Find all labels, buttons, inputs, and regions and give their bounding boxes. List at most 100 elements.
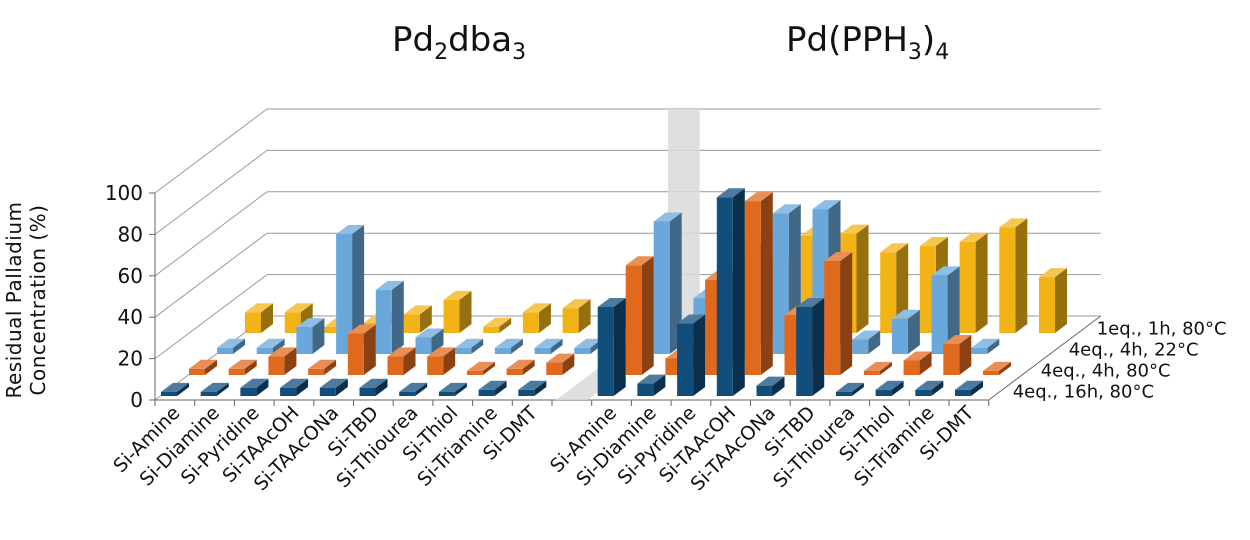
bar-pd2dba3-s2-c0-front	[189, 368, 205, 375]
bar-pdpph3-s2-c3	[744, 192, 773, 375]
bar-pd2dba3-s2-c8-side	[522, 359, 535, 375]
bar-pd2dba3-s1-c3-front	[336, 233, 353, 354]
bar-pd2dba3-s3-c1-top	[200, 382, 229, 392]
bar-pdpph3-s3-c5-side	[812, 297, 825, 396]
bar-pd2dba3-s2-c3-front	[308, 368, 325, 375]
bar-pdpph3-s1-c3-top	[772, 204, 801, 214]
group-title-pd2dba3: Pd2dba3	[392, 20, 526, 65]
bar-pd2dba3-s2-c8-top	[506, 359, 535, 369]
bar-pd2dba3-s3-c2-top	[240, 378, 269, 388]
bar-pd2dba3-s0-c5	[443, 290, 472, 333]
bar-pd2dba3-s1-c6-side	[471, 338, 484, 354]
bar-pd2dba3-s1-c0-front	[217, 347, 233, 354]
bar-pd2dba3-s3-c4	[319, 378, 348, 396]
bar-pdpph3-s1-c7	[931, 266, 960, 354]
bar-pd2dba3-s1-c5-top	[415, 328, 444, 338]
bar-pdpph3-s2-c8-side	[959, 334, 972, 375]
bar-pd2dba3-s2-c1	[228, 359, 257, 375]
bar-pd2dba3-s1-c3-side	[352, 224, 365, 354]
bar-pdpph3-s2-c9	[983, 361, 1011, 375]
bar-pd2dba3-s2-c2	[268, 347, 297, 375]
bar-pd2dba3-s3-c1-front	[200, 391, 217, 396]
bar-pd2dba3-s1-c2	[296, 318, 325, 354]
bar-pd2dba3-s2-c9-side	[562, 353, 575, 375]
bar-pd2dba3-s0-c4-top	[403, 305, 432, 315]
bar-pdpph3-s1-c6-front	[891, 318, 908, 354]
bar-pd2dba3-s3-c8-side	[494, 380, 507, 396]
bar-pdpph3-s0-c8-side	[1015, 218, 1028, 333]
bar-pd2dba3-s2-c3	[308, 359, 337, 375]
bar-pdpph3-s2-c9-front	[983, 370, 999, 375]
bar-pd2dba3-s1-c1	[256, 338, 285, 354]
gridline-left-80	[154, 149, 268, 235]
bar-pd2dba3-s3-c3-top	[280, 378, 309, 388]
bar-pd2dba3-s1-c1-side	[272, 338, 285, 354]
bar-pd2dba3-s2-c6	[427, 347, 456, 375]
bar-pdpph3-s0-c4-top	[840, 224, 869, 234]
bar-pd2dba3-s3-c8-front	[478, 389, 495, 396]
depth-axis-line	[988, 315, 1101, 401]
gridline-left-60	[154, 191, 268, 277]
bar-pdpph3-s2-c0-side	[641, 256, 654, 375]
bar-pdpph3-s3-c0-side	[613, 297, 626, 396]
bar-pd2dba3-s0-c7-front	[522, 312, 539, 333]
bar-pd2dba3-s2-c2-top	[268, 347, 297, 357]
bar-pdpph3-s3-c3-top	[716, 188, 745, 198]
bar-pdpph3-s2-c5-side	[840, 252, 853, 375]
bar-pdpph3-s2-c5	[824, 252, 853, 375]
bar-pd2dba3-s2-c2-side	[284, 347, 297, 375]
series-label-2: 4eq., 4h, 80°C	[1041, 361, 1171, 382]
bar-pdpph3-s1-c8-front	[971, 347, 988, 354]
bar-pd2dba3-s1-c0-top	[217, 338, 245, 348]
bar-pdpph3-s3-c6-front	[835, 391, 852, 396]
bar-pdpph3-s0-c5-top	[880, 243, 909, 253]
bar-pdpph3-s2-c7	[903, 351, 932, 375]
bar-pd2dba3-s2-c6-front	[427, 356, 444, 375]
bar-pd2dba3-s2-c5	[387, 347, 416, 375]
bar-pdpph3-s2-c3-front	[744, 201, 761, 375]
bar-pd2dba3-s2-c3-top	[308, 359, 337, 369]
bar-pd2dba3-s3-c4-side	[335, 378, 348, 396]
bar-pd2dba3-s2-c7-front	[466, 370, 483, 375]
bar-pd2dba3-s2-c1-front	[228, 368, 245, 375]
bar-pdpph3-s2-c3-top	[744, 192, 773, 202]
gridline-left-40	[154, 232, 268, 318]
bar-pdpph3-s1-c0	[653, 212, 682, 354]
bar-pdpph3-s3-c4	[756, 376, 785, 396]
bar-pd2dba3-s1-c9-front	[574, 347, 591, 354]
bar-pdpph3-s1-c0-side	[669, 212, 682, 354]
bar-pdpph3-s3-c4-top	[756, 376, 785, 386]
bar-pdpph3-s0-c9-side	[1055, 268, 1067, 333]
bar-pd2dba3-s1-c0	[217, 338, 245, 354]
bar-pdpph3-s3-c2-side	[693, 314, 706, 396]
bar-pdpph3-s3-c3-front	[716, 197, 733, 396]
bar-pd2dba3-s3-c7-front	[438, 391, 455, 396]
bar-pdpph3-s3-c5	[796, 297, 825, 396]
bar-pd2dba3-s2-c0-side	[205, 359, 217, 375]
bar-pd2dba3-s0-c0-side	[261, 303, 273, 333]
bar-pd2dba3-s3-c3-side	[296, 378, 309, 396]
bar-pd2dba3-s1-c8	[534, 338, 563, 354]
bar-pdpph3-s0-c8-top	[999, 218, 1028, 228]
bar-pd2dba3-s3-c8	[478, 380, 507, 396]
bar-pdpph3-s3-c3	[716, 188, 745, 396]
bar-pd2dba3-s1-c4	[375, 280, 404, 354]
bar-pd2dba3-s2-c1-side	[244, 359, 257, 375]
bar-pd2dba3-s1-c5-front	[415, 337, 432, 354]
bar-pdpph3-s3-c8	[915, 380, 944, 396]
bar-pdpph3-s3-c5-top	[796, 297, 825, 307]
bar-pd2dba3-s3-c6-side	[415, 382, 428, 396]
bar-pdpph3-s3-c1-side	[653, 374, 666, 396]
group-title-pdpph3: Pd(PPH3)4	[786, 20, 949, 65]
bar-pdpph3-s3-c7	[875, 380, 904, 396]
bar-pd2dba3-s1-c7-side	[510, 338, 523, 354]
bar-pdpph3-s0-c6-top	[919, 237, 948, 247]
bar-pdpph3-s1-c6-side	[907, 309, 920, 354]
bar-pd2dba3-s1-c4-front	[375, 289, 392, 354]
bar-pd2dba3-s2-c7-side	[482, 361, 495, 375]
bar-pdpph3-s3-c8-top	[915, 380, 944, 390]
bar-pdpph3-s3-c4-front	[756, 385, 773, 396]
bar-pd2dba3-s3-c3	[280, 378, 309, 396]
bar-pdpph3-s3-c9-side	[971, 380, 983, 396]
